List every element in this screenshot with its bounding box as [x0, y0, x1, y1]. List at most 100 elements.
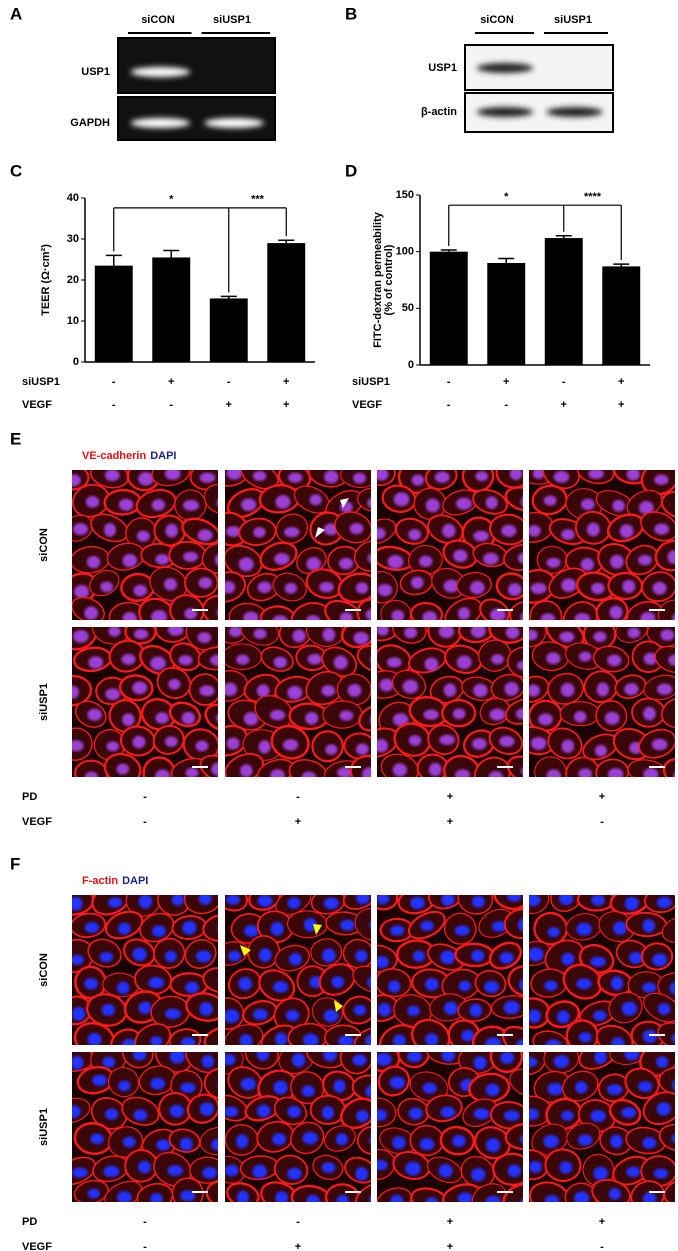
- nucleus: [272, 1133, 287, 1146]
- nucleus: [72, 474, 81, 487]
- nucleus: [483, 552, 499, 565]
- nucleus: [171, 895, 184, 906]
- nucleus: [441, 1052, 455, 1062]
- nucleus: [621, 1001, 638, 1016]
- nucleus: [243, 711, 259, 726]
- cell-border: [354, 907, 371, 942]
- nucleus: [309, 494, 322, 506]
- nucleus: [593, 1166, 608, 1181]
- nucleus: [377, 627, 389, 636]
- nucleus: [180, 1082, 196, 1093]
- nucleus: [72, 740, 84, 752]
- nucleus: [87, 708, 102, 721]
- nucleus: [529, 684, 540, 697]
- panel-letter: E: [10, 429, 21, 448]
- cell-border: [661, 915, 675, 943]
- nucleus: [339, 612, 353, 620]
- nucleus: [252, 470, 267, 482]
- nucleus: [545, 1039, 562, 1045]
- nucleus: [241, 498, 257, 511]
- label: siUSP1: [554, 14, 592, 26]
- label: USP1: [428, 62, 457, 74]
- nucleus: [335, 1133, 348, 1146]
- label: VEGF: [22, 816, 52, 828]
- nucleus: [543, 1134, 559, 1148]
- nucleus: [472, 738, 487, 750]
- label: -: [600, 1241, 604, 1251]
- nucleus: [425, 498, 440, 513]
- y-tick-label: 150: [396, 189, 414, 201]
- nucleus: [651, 738, 668, 751]
- nucleus: [132, 947, 147, 962]
- nucleus: [270, 922, 284, 936]
- cell-border: [353, 1027, 371, 1045]
- bar: [429, 251, 468, 365]
- cell-border: [201, 542, 218, 574]
- nucleus: [272, 615, 288, 620]
- nucleus: [388, 980, 401, 993]
- nucleus: [377, 955, 389, 969]
- nucleus: [621, 1107, 637, 1118]
- nucleus: [138, 471, 154, 486]
- cell-border: [509, 601, 523, 620]
- panel-letter: C: [10, 161, 22, 180]
- nucleus: [306, 557, 321, 571]
- cell-border: [658, 1067, 675, 1096]
- nucleus: [626, 1166, 641, 1178]
- gel-band: [546, 107, 603, 117]
- nucleus: [217, 1082, 218, 1088]
- nucleus: [287, 1167, 302, 1180]
- y-tick-label: 30: [67, 233, 79, 245]
- nucleus: [642, 919, 655, 933]
- nucleus: [107, 897, 123, 908]
- nucleus: [469, 1003, 483, 1018]
- gel-band: [476, 63, 534, 73]
- nucleus: [92, 1074, 107, 1086]
- nucleus: [660, 629, 675, 641]
- nucleus: [121, 653, 136, 665]
- nucleus: [356, 743, 369, 756]
- nucleus: [669, 981, 675, 995]
- nucleus: [499, 951, 514, 964]
- nucleus: [654, 474, 669, 485]
- nucleus: [236, 1190, 249, 1202]
- nucleus: [353, 472, 367, 484]
- nucleus: [167, 1165, 183, 1176]
- nucleus: [118, 1080, 131, 1092]
- label: -: [296, 791, 300, 803]
- label: +: [295, 816, 301, 828]
- nucleus: [274, 552, 290, 565]
- nucleus: [393, 1034, 406, 1045]
- bar: [544, 238, 583, 365]
- label: VEGF: [352, 399, 382, 411]
- nucleus: [379, 678, 394, 692]
- label: +: [561, 399, 567, 411]
- nucleus: [321, 1106, 334, 1120]
- nucleus: [538, 713, 553, 726]
- nucleus: [225, 1164, 239, 1177]
- nucleus: [164, 470, 181, 480]
- cell-border: [509, 1068, 523, 1098]
- arrowhead: [240, 945, 251, 956]
- nucleus: [591, 582, 605, 595]
- cell-border: [661, 696, 675, 729]
- nucleus: [529, 1056, 538, 1068]
- nucleus: [529, 1108, 539, 1120]
- nucleus: [559, 1161, 573, 1174]
- nucleus: [453, 549, 468, 563]
- nucleus: [287, 472, 303, 483]
- cell-border: [205, 1180, 218, 1202]
- label: -: [227, 376, 231, 388]
- bar: [94, 265, 133, 362]
- nucleus: [201, 1055, 214, 1069]
- nucleus: [353, 631, 369, 645]
- nucleus: [454, 769, 471, 777]
- nucleus: [652, 953, 668, 967]
- nucleus: [88, 656, 104, 669]
- nucleus: [443, 1001, 458, 1015]
- nucleus: [73, 523, 89, 536]
- nucleus: [471, 895, 485, 908]
- nucleus: [258, 740, 271, 754]
- nucleus: [520, 767, 523, 775]
